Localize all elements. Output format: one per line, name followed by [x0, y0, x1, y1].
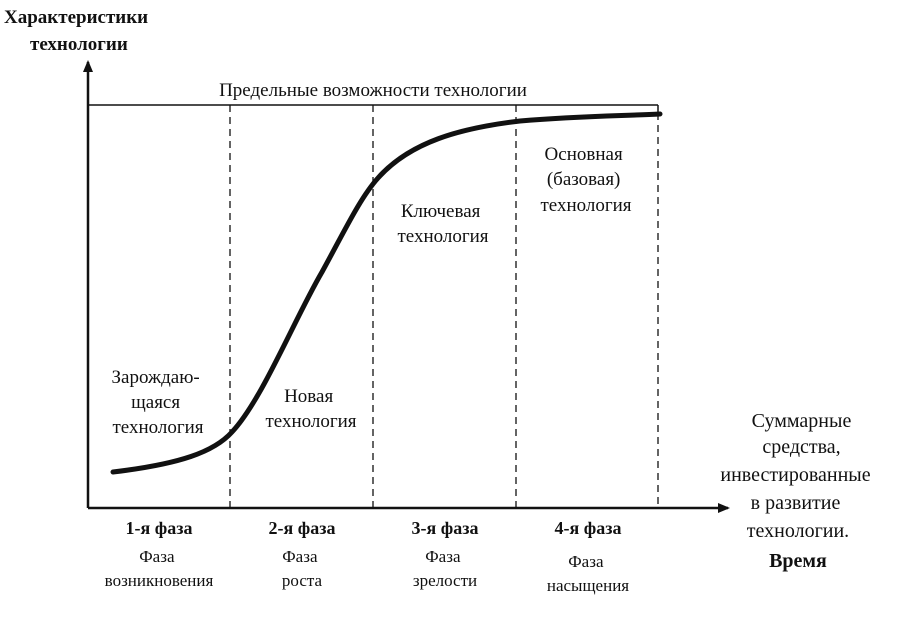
x-axis-title: Суммарные средства, инвестированные в ра… [720, 410, 875, 542]
stage-label-new: Новая технология [265, 386, 356, 432]
limit-label: Предельные возможности технологии [219, 80, 527, 101]
stage-label-base: Основная (базовая) технология [540, 144, 631, 216]
y-axis-title-line-1: Характеристики [4, 7, 148, 28]
phase-2-label: 2-я фаза [269, 518, 336, 538]
phase-3-sub: Фаза зрелости [413, 547, 477, 590]
phase-4-sub: Фаза насыщения [547, 552, 629, 595]
phase-2-sub: Фаза роста [282, 547, 323, 590]
y-axis-title: Характеристики технологии [4, 7, 153, 55]
y-axis-title-line-2: технологии [30, 34, 128, 55]
stage-label-emerging: Зарождаю- щаяся технология [112, 367, 205, 438]
phase-dividers [229, 105, 659, 508]
phase-1-label: 1-я фаза [126, 518, 193, 538]
stage-label-key: Ключевая технология [397, 201, 488, 247]
phase-3-label: 3-я фаза [412, 518, 479, 538]
x-axis-title-time: Время [769, 550, 827, 572]
phase-4-label: 4-я фаза [555, 518, 622, 538]
phase-labels: 1-я фаза Фаза возникновения 2-я фаза Фаз… [105, 518, 630, 595]
phase-1-sub: Фаза возникновения [105, 547, 214, 590]
s-curve [110, 111, 663, 475]
